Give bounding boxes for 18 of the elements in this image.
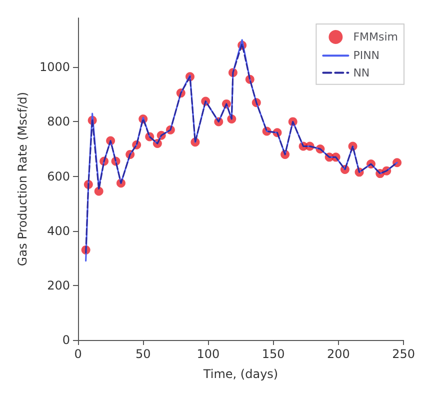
point — [94, 186, 104, 196]
y-tick-label: 600 — [47, 169, 70, 184]
x-tick-label: 250 — [392, 347, 415, 361]
y-tick-label: 800 — [47, 114, 70, 129]
legend-label: FMMsim — [353, 30, 398, 44]
y-tick-label: 0 — [62, 333, 70, 347]
y-tick-label: 400 — [47, 224, 70, 238]
x-tick-label: 200 — [326, 347, 350, 361]
x-tick-label: 100 — [196, 347, 220, 361]
y-tick-label: 1000 — [39, 60, 70, 74]
x-tick-label: 50 — [135, 347, 151, 361]
legend-label: NN — [353, 66, 370, 80]
x-axis-title: Time, (days) — [202, 367, 278, 381]
x-tick-label: 150 — [262, 347, 285, 361]
y-axis-title: Gas Production Rate (Mscf/d) — [16, 92, 30, 266]
y-tick-label: 200 — [47, 278, 70, 292]
legend-label: PINN — [353, 49, 380, 62]
x-tick-label: 0 — [74, 347, 82, 361]
